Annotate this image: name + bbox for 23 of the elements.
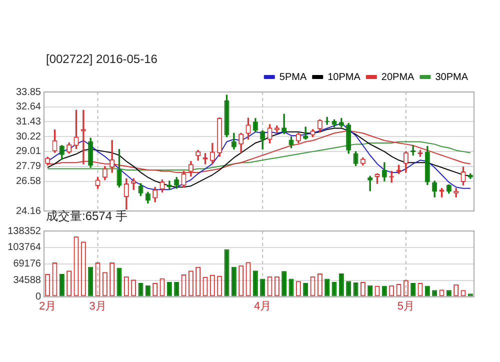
x-tick-label: 3月 (89, 300, 106, 312)
legend-label: 30PMA (435, 72, 468, 83)
y-tick-label: 69176 (13, 258, 42, 270)
x-tick-label: 2月 (39, 300, 56, 312)
y-tick-label: 103764 (8, 242, 42, 254)
x-tick-label: 5月 (397, 300, 414, 312)
y-tick-label: 138352 (8, 226, 42, 237)
y-tick-label: 24.16 (16, 206, 42, 217)
legend-label: 10PMA (328, 72, 361, 83)
y-tick-label: 27.79 (16, 161, 42, 172)
y-tick-label: 33.85 (16, 86, 42, 98)
x-tick-label: 4月 (254, 300, 272, 312)
y-tick-label: 0 (35, 292, 42, 303)
chart-title: 成交量:6574 手 (46, 208, 128, 225)
y-tick-label: 32.64 (16, 102, 42, 113)
y-tick-label: 26.58 (16, 176, 42, 188)
y-tick-label: 34588 (13, 275, 42, 286)
chart-title: [002722] 2016-05-16 (46, 52, 158, 66)
legend-label: 20PMA (381, 72, 415, 83)
y-tick-label: 31.43 (16, 116, 42, 128)
legend-label: 5PMA (279, 72, 307, 83)
y-tick-label: 29.01 (16, 146, 42, 158)
y-tick-label: 30.22 (16, 131, 42, 142)
